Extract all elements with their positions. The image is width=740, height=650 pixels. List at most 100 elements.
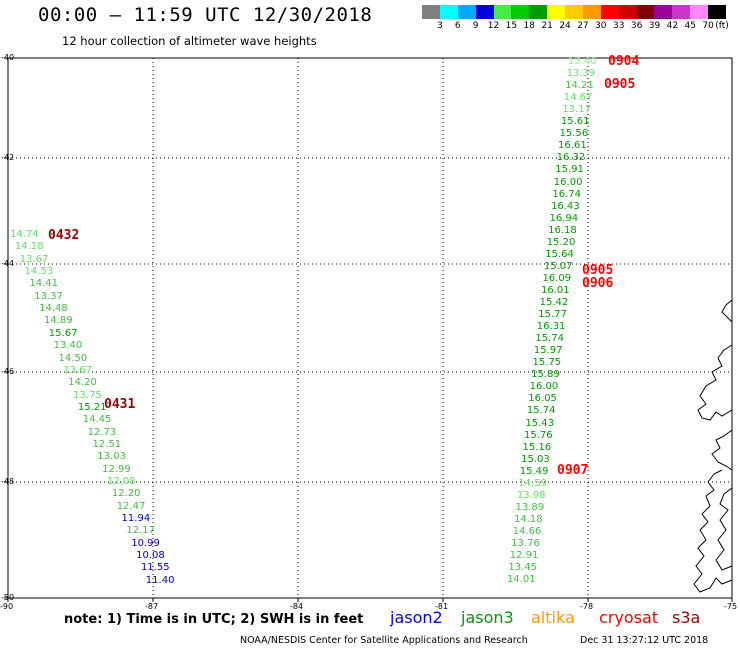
- pass-time-label: 0907: [557, 463, 589, 478]
- wave-height-value: 13.67: [63, 364, 92, 376]
- lat-label: -46: [1, 367, 15, 376]
- color-bin: [672, 5, 691, 19]
- wave-height-value: 13.17: [562, 104, 591, 116]
- pass-time-label: 0904: [608, 54, 640, 69]
- wave-height-value: 15.89: [531, 369, 560, 381]
- color-bin: [422, 5, 441, 19]
- color-bin-label: 33: [612, 21, 625, 31]
- color-bin: [457, 5, 477, 19]
- wave-height-value: 13.67: [19, 253, 49, 265]
- color-bin: [654, 5, 673, 19]
- color-bin-label: 24: [559, 21, 571, 31]
- wave-height-value: 15.67: [48, 327, 78, 339]
- wave-height-value: 14.18: [514, 513, 543, 525]
- color-bin-label: 30: [595, 21, 607, 31]
- color-unit-label: (ft): [715, 21, 729, 31]
- wave-height-value: 13.40: [568, 56, 597, 67]
- wave-height-value: 16.05: [528, 393, 557, 405]
- color-bin-label: 3: [437, 21, 443, 31]
- color-bin: [493, 5, 512, 19]
- wave-height-value: 15.61: [560, 116, 590, 128]
- footer: NOAA/NESDIS Center for Satellite Applica…: [240, 635, 730, 646]
- lat-label: -40: [1, 53, 15, 62]
- page-subtitle: 12 hour collection of altimeter wave hei…: [62, 34, 317, 48]
- coastline: [711, 429, 733, 471]
- color-bin: [600, 5, 620, 19]
- wave-height-value: 14.01: [506, 574, 536, 586]
- wave-height-value: 15.43: [525, 417, 555, 429]
- wave-height-value: 13.39: [566, 68, 596, 80]
- wave-height-value: 15.74: [526, 405, 556, 417]
- color-bin: [636, 5, 655, 19]
- pass-time-label: 0906: [582, 276, 614, 291]
- wave-height-value: 15.91: [555, 164, 584, 176]
- color-bin: [529, 5, 548, 19]
- lon-label: -75: [724, 602, 738, 611]
- wave-height-value: 16.94: [549, 212, 579, 224]
- wave-height-value: 12.73: [87, 426, 117, 438]
- color-bin: [475, 5, 495, 19]
- wave-height-value: 16.09: [542, 272, 572, 284]
- lon-label: -81: [435, 602, 449, 611]
- wave-height-value: 14.67: [563, 92, 593, 104]
- wave-height-value: 16.31: [536, 321, 566, 333]
- wave-height-value: 11.94: [121, 513, 151, 525]
- wave-height-value: 12.99: [102, 463, 131, 475]
- wave-height-value: 11.40: [145, 574, 175, 586]
- footer-timestamp: Dec 31 13:27:12 UTC 2018: [580, 635, 709, 646]
- wave-height-value: 14.48: [39, 303, 68, 315]
- color-bin: [565, 5, 584, 19]
- wave-height-value: 15.20: [546, 236, 576, 248]
- wave-height-value: 15.03: [521, 453, 550, 465]
- color-scale-bar: [422, 5, 727, 19]
- color-bin-label: 12: [487, 21, 500, 31]
- legend-altika: altika: [531, 608, 575, 627]
- wave-height-value: 14.21: [565, 80, 594, 92]
- color-bin-label: 15: [505, 21, 518, 31]
- coastline: [721, 299, 733, 323]
- color-bin-label: 45: [684, 21, 696, 31]
- wave-height-value: 13.76: [511, 538, 540, 549]
- wave-height-value: 14.66: [512, 525, 542, 537]
- color-bin: [708, 5, 727, 19]
- color-bin: [618, 5, 638, 19]
- wave-height-value: 13.75: [73, 389, 102, 401]
- legend-cryosat: cryosat: [599, 608, 659, 627]
- wave-height-value: 15.74: [535, 333, 564, 345]
- color-bin-label: 6: [454, 21, 461, 31]
- color-bin-label: 27: [577, 21, 589, 31]
- map-frame: [7, 57, 733, 599]
- wave-height-value: 16.00: [553, 176, 583, 188]
- wave-height-value: 13.37: [34, 290, 63, 302]
- legend-jason3: jason3: [461, 608, 514, 627]
- page-title: 00:00 – 11:59 UTC 12/30/2018: [38, 4, 373, 26]
- wave-height-value: 12.91: [509, 550, 539, 562]
- color-bin: [547, 5, 566, 19]
- wave-height-value: 15.97: [533, 345, 563, 357]
- lat-label: -42: [1, 153, 15, 162]
- wave-height-value: 14.41: [29, 278, 59, 290]
- color-bin: [439, 5, 459, 19]
- color-bin-label: 21: [541, 21, 553, 31]
- wave-height-value: 13.45: [508, 562, 537, 574]
- wave-height-value: 16.74: [552, 188, 582, 200]
- pass-time-label: 0905: [582, 263, 614, 278]
- coastline: [715, 487, 733, 571]
- wave-height-value: 16.18: [548, 224, 577, 236]
- footnote: note: 1) Time is in UTC; 2) SWH is in fe…: [64, 612, 364, 627]
- wave-height-value: 14.18: [14, 241, 44, 253]
- wave-height-value: 11.55: [140, 562, 170, 574]
- wave-height-value: 13.98: [516, 489, 546, 501]
- wave-height-value: 15.56: [559, 128, 589, 140]
- legend-jason2: jason2: [390, 608, 443, 627]
- color-bin: [690, 5, 709, 19]
- pass-time-label: 0905: [604, 77, 636, 92]
- wave-height-value: 15.42: [539, 297, 569, 308]
- wave-height-value: 15.76: [523, 429, 553, 441]
- wave-height-value: 14.59: [518, 477, 547, 489]
- wave-height-value: 14.89: [43, 315, 73, 327]
- lon-label: -84: [290, 602, 304, 611]
- legend-s3a: s3a: [672, 608, 701, 627]
